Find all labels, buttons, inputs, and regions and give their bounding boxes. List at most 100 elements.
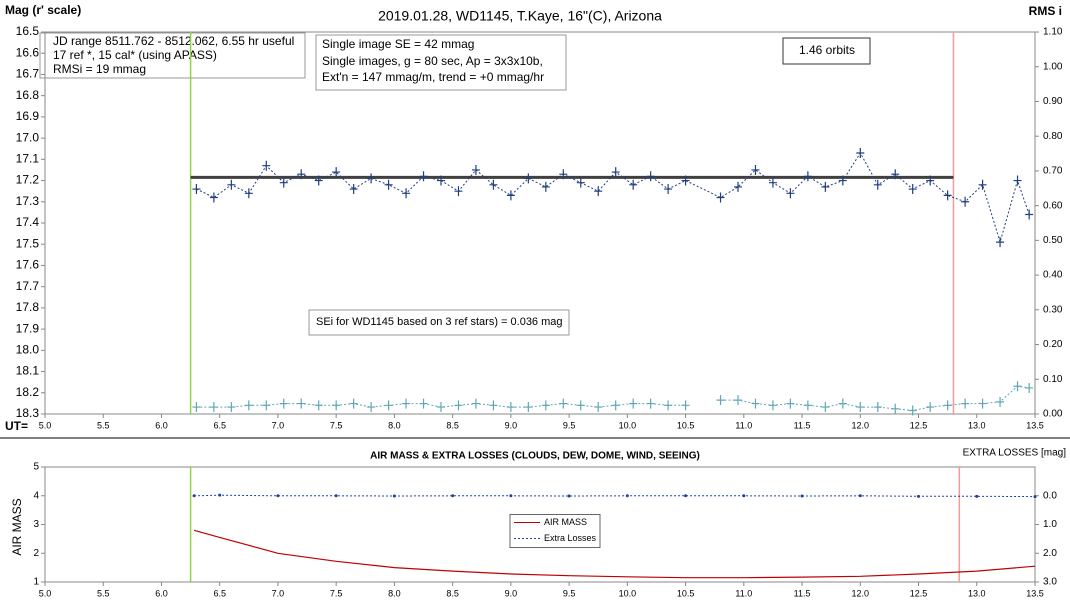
y2-tick-label: 0.40 — [1043, 270, 1063, 281]
series-line — [196, 385, 1030, 412]
x-tick-label: 9.5 — [563, 420, 576, 430]
annotation: Ext'n = 147 mmag/m, trend = +0 mmag/hr — [322, 70, 544, 84]
y-tick-label: 18.0 — [16, 343, 40, 357]
point — [349, 398, 358, 409]
y2-axis-label: EXTRA LOSSES [mag] — [963, 448, 1067, 459]
point — [716, 192, 725, 203]
y-tick-label: 16.7 — [16, 67, 40, 81]
x-tick-label: 10.0 — [619, 588, 637, 598]
x-tick-label: 12.0 — [852, 420, 870, 430]
point — [873, 402, 882, 413]
x-tick-label: 9.0 — [505, 588, 518, 598]
point — [384, 400, 393, 411]
point — [567, 494, 571, 498]
point — [684, 494, 688, 498]
x-tick-label: 6.0 — [155, 588, 168, 598]
point — [891, 403, 900, 414]
point — [524, 402, 533, 413]
y-tick-label: 16.5 — [16, 24, 40, 38]
point — [509, 494, 513, 498]
annotation: Single images, g = 80 sec, Ap = 3x3x10b, — [322, 54, 543, 68]
y2-tick-label: 0.60 — [1043, 200, 1063, 211]
y-tick-label: 17.0 — [16, 130, 40, 144]
x-tick-label: 5.0 — [39, 420, 52, 430]
point — [856, 147, 865, 158]
legend — [509, 514, 601, 548]
point — [646, 398, 655, 409]
y-tick-label: 17.1 — [16, 152, 40, 166]
point — [192, 402, 201, 413]
chart-title: 2019.01.28, WD1145, T.Kaye, 16"(C), Ariz… — [378, 8, 662, 24]
x-tick-label: 5.0 — [39, 588, 52, 598]
point — [276, 494, 280, 498]
point — [279, 398, 288, 409]
point — [419, 171, 428, 182]
point — [996, 396, 1005, 407]
x-tick-label: 11.5 — [794, 420, 811, 430]
point — [209, 192, 218, 203]
point — [821, 181, 830, 192]
x-tick-label: 10.0 — [619, 420, 637, 430]
point — [873, 179, 882, 190]
y-tick-label: 17.3 — [16, 194, 40, 208]
info-box — [308, 309, 570, 336]
y-tick-label: 17.2 — [16, 173, 40, 187]
x-tick-label: 10.5 — [677, 588, 695, 598]
y-tick-label: 4 — [33, 490, 39, 501]
x-tick-label: 13.5 — [1026, 420, 1044, 430]
point — [858, 494, 862, 498]
point — [384, 179, 393, 190]
x-tick-label: 7.5 — [330, 420, 343, 430]
point — [943, 190, 952, 201]
x-tick-label: 8.0 — [388, 588, 401, 598]
point — [262, 160, 271, 171]
point — [611, 400, 620, 411]
info-box — [782, 37, 871, 65]
point — [943, 400, 952, 411]
x-tick-label: 13.0 — [968, 420, 986, 430]
point — [629, 179, 638, 190]
x-tick-label: 11.5 — [794, 588, 811, 598]
point — [594, 186, 603, 197]
y2-tick-label: 1.10 — [1043, 27, 1063, 38]
point — [576, 177, 585, 188]
point — [262, 400, 271, 411]
x-tick-label: 5.5 — [97, 588, 110, 598]
y-axis-label: AIR MASS — [10, 498, 24, 555]
point — [961, 398, 970, 409]
point — [192, 184, 201, 195]
y-tick-label: 2 — [33, 548, 39, 559]
point — [856, 402, 865, 413]
point — [471, 164, 480, 175]
point — [419, 398, 428, 409]
x-tick-label: 12.5 — [910, 588, 928, 598]
y-tick-label: 18.3 — [16, 406, 40, 420]
x-tick-label: 13.0 — [968, 588, 986, 598]
point — [926, 402, 935, 413]
y2-tick-label: 2.0 — [1043, 548, 1057, 559]
y-tick-label: 16.6 — [16, 45, 40, 59]
point — [975, 494, 979, 498]
point — [716, 395, 725, 406]
x-tick-label: 11.0 — [735, 420, 752, 430]
point — [908, 184, 917, 195]
point — [664, 184, 673, 195]
point — [821, 402, 830, 413]
x-tick-label: 12.0 — [852, 588, 870, 598]
annotation: 17 ref *, 15 cal* (using APASS) — [53, 48, 217, 62]
y-axis-label: Mag (r' scale) — [5, 3, 81, 17]
annotation: Single image SE = 42 mmag — [322, 37, 474, 51]
point — [506, 190, 515, 201]
x-tick-label: 9.0 — [505, 420, 518, 430]
series-line — [194, 494, 1036, 498]
point — [803, 171, 812, 182]
y-tick-label: 17.9 — [16, 321, 40, 335]
x-tick-label: 10.5 — [677, 420, 695, 430]
y2-tick-label: 1.00 — [1043, 61, 1063, 72]
annotation: SEi for WD1145 based on 3 ref stars) = 0… — [316, 316, 563, 328]
y-tick-label: 17.7 — [16, 279, 40, 293]
point — [367, 173, 376, 184]
point — [367, 402, 376, 413]
